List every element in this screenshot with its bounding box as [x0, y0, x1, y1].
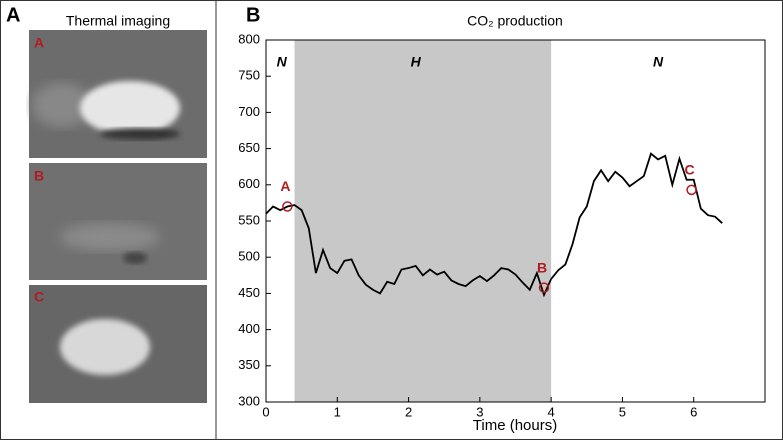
marker	[282, 201, 293, 212]
thermal-image	[29, 285, 207, 403]
chart-title: CO₂ production	[467, 13, 563, 29]
x-tick-label: 4	[548, 404, 555, 419]
marker	[686, 184, 697, 196]
y-tick-label: 650	[238, 140, 260, 155]
panel-label: A	[6, 4, 20, 26]
image-label: B	[34, 168, 44, 184]
x-tick-label: 6	[690, 404, 697, 419]
data-line	[265, 152, 723, 298]
region-label: N	[653, 54, 664, 70]
y-tick-label: 800	[238, 31, 260, 46]
marker-label: A	[280, 178, 290, 194]
marker-label: B	[537, 259, 547, 275]
x-tick-label: 1	[334, 404, 341, 419]
marker	[538, 282, 550, 293]
x-tick-label: 0	[262, 404, 269, 419]
image-label: C	[34, 289, 44, 305]
y-tick-label: 300	[238, 393, 260, 408]
x-tick-label: 2	[405, 404, 412, 419]
y-tick-label: 700	[238, 104, 260, 119]
panel-label: B	[246, 4, 260, 26]
region-label: N	[277, 54, 288, 70]
y-tick-label: 550	[238, 212, 260, 227]
thermal-image	[29, 163, 207, 280]
y-tick-label: 350	[238, 357, 260, 372]
x-tick-label: 3	[476, 404, 483, 419]
image-label: A	[34, 35, 44, 51]
y-tick-label: 400	[238, 321, 260, 336]
y-tick-label: 450	[238, 285, 260, 300]
shaded-region	[294, 40, 552, 402]
region-label: H	[411, 54, 422, 70]
x-tick-label: 5	[619, 404, 626, 419]
panel-title: Thermal imaging	[66, 13, 170, 29]
y-tick-label: 600	[238, 176, 260, 191]
marker-label: C	[685, 162, 695, 178]
y-tick-label: 500	[238, 249, 260, 264]
y-tick-label: 750	[238, 68, 260, 83]
thermal-image	[29, 30, 207, 158]
x-axis-label: Time (hours)	[473, 417, 557, 434]
